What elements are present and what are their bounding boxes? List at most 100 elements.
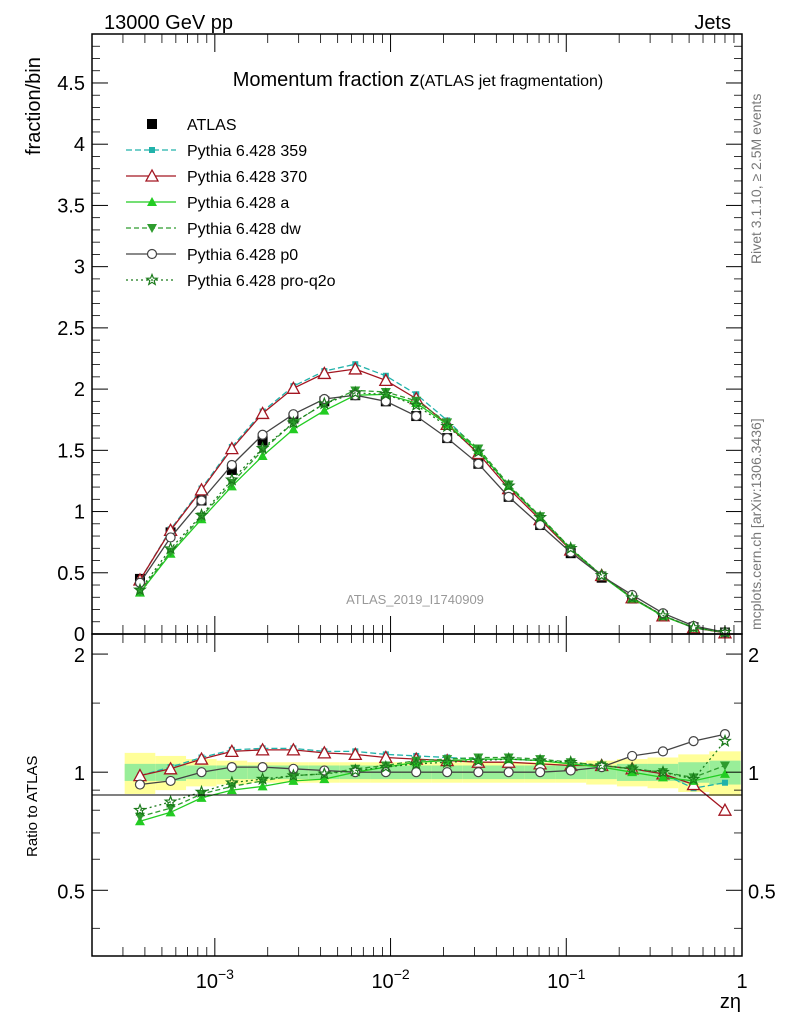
ratio-point-pp0-17 — [657, 746, 669, 757]
legend-item-p370: Pythia 6.428 370 — [126, 168, 307, 186]
x-tick-label-0: 10−3 — [196, 966, 234, 993]
legend-label-pq2o: Pythia 6.428 pro-q2o — [187, 273, 336, 290]
ratio-point-pq2o-11 — [471, 753, 486, 767]
point-pa-4 — [257, 451, 268, 461]
point-pdw-10 — [442, 418, 453, 428]
main-series-group — [132, 361, 733, 639]
analysis-id: ATLAS_2019_I1740909 — [346, 592, 484, 607]
x-tick-label-1: 10−2 — [371, 966, 409, 993]
legend-item-p359: Pythia 6.428 359 — [126, 143, 307, 160]
ratio-point-pq2o-0 — [133, 802, 147, 816]
x-axis-label: zη — [720, 991, 741, 1013]
category-label: Jets — [694, 12, 731, 34]
point-pp0-12 — [503, 491, 514, 502]
point-pa-6 — [319, 405, 330, 415]
legend-marker-pdw — [147, 224, 157, 233]
axis-ticks-group: 0 0.5 1 1.5 2 2.5 3 3.5 4 4.5 0.5 0.5 1 1 2 2 10−3 10−2 10… — [57, 33, 776, 993]
point-pa-5 — [288, 424, 299, 434]
legend-marker-p370 — [144, 168, 160, 182]
ratio-point-pp0-16 — [627, 750, 638, 762]
ratio-point-pp0-9 — [411, 767, 422, 778]
point-pq2o-9 — [409, 397, 424, 412]
point-pq2o-14 — [563, 541, 578, 555]
ratio-point-pp0-3 — [226, 762, 237, 773]
ratio-y-axis-label: Ratio to ATLAS — [24, 756, 41, 857]
ratio-point-pq2o-19 — [718, 733, 732, 748]
ratio-point-pq2o-9 — [409, 756, 424, 770]
point-pp0-10 — [442, 432, 453, 444]
point-pq2o-4 — [255, 441, 270, 455]
ratio-series-group — [132, 729, 733, 826]
point-pp0-11 — [473, 458, 484, 469]
series-line-pq2o — [139, 392, 726, 633]
point-p370-6 — [317, 366, 332, 380]
y-tick-label-0: 0 — [74, 624, 85, 646]
legend: ATLAS Pythia 6.428 359 Pythia 6.428 370 Pyt… — [126, 117, 336, 290]
ratio-point-pq2o-3 — [224, 775, 239, 789]
point-pq2o-1 — [163, 541, 178, 555]
point-pp0-3 — [226, 459, 237, 471]
point-pp0-9 — [411, 410, 422, 422]
point-p370-8 — [378, 373, 393, 387]
point-pq2o-15 — [594, 568, 609, 582]
ratio-point-p359-19 — [721, 779, 728, 786]
ratio-point-pp0-13 — [535, 767, 546, 778]
y-tick-label-9: 4.5 — [57, 73, 85, 95]
ratio-band-inner-18 — [678, 762, 710, 783]
ratio-point-pp0-6 — [319, 765, 330, 776]
point-pq2o-2 — [194, 507, 209, 522]
legend-label-pp0: Pythia 6.428 p0 — [187, 247, 298, 264]
ratio-point-pp0-4 — [257, 762, 268, 773]
legend-marker-atlas — [147, 119, 157, 129]
ratio-point-pp0-1 — [165, 775, 176, 787]
point-p370-3 — [224, 441, 239, 455]
ratio-point-pdw-0 — [134, 812, 145, 822]
ratio-point-p370-5 — [286, 742, 301, 756]
legend-label-atlas: ATLAS — [187, 117, 237, 134]
ratio-point-pq2o-6 — [317, 766, 332, 780]
ratio-line-pa — [139, 758, 726, 822]
legend-item-pp0: Pythia 6.428 p0 — [126, 247, 298, 264]
ratio-point-pdw-9 — [411, 756, 422, 766]
legend-marker-pa — [147, 197, 157, 206]
point-p370-2 — [194, 482, 209, 496]
ratio-tick-label-left-0: 0.5 — [57, 881, 85, 903]
point-pq2o-17 — [656, 608, 670, 622]
y-tick-label-6: 3 — [74, 257, 85, 279]
point-pp0-0 — [134, 577, 146, 588]
point-pq2o-8 — [378, 387, 393, 401]
x-tick-label-2: 10−1 — [547, 966, 585, 993]
ratio-uncertainty-bands — [124, 751, 741, 796]
legend-item-pq2o: Pythia 6.428 pro-q2o — [126, 272, 336, 290]
ratio-point-p370-2 — [194, 751, 209, 765]
plot-title-main: Momentum fraction z — [233, 69, 420, 91]
point-pq2o-7 — [348, 385, 363, 399]
point-pdw-8 — [380, 388, 391, 398]
ratio-tick-label-right-1: 1 — [748, 763, 759, 785]
point-pq2o-10 — [440, 419, 455, 433]
point-p370-7 — [348, 361, 363, 375]
ratio-point-pp0-11 — [473, 767, 484, 778]
ratio-point-pdw-18 — [688, 773, 699, 783]
ratio-line-pq2o — [139, 740, 726, 811]
legend-marker-pp0 — [146, 248, 158, 260]
ratio-point-pp0-10 — [442, 767, 453, 778]
y-tick-label-1: 0.5 — [57, 563, 85, 585]
plot-title: Momentum fraction z(ATLAS jet fragmentat… — [233, 69, 604, 91]
point-pq2o-5 — [286, 415, 301, 429]
ratio-point-pdw-11 — [473, 753, 484, 763]
ratio-point-pdw-13 — [535, 755, 546, 765]
x-tick-label-3: 1 — [736, 971, 747, 993]
ratio-point-pdw-12 — [503, 753, 514, 763]
ratio-tick-label-right-2: 2 — [748, 645, 759, 667]
point-pq2o-18 — [686, 620, 701, 634]
energy-label: 13000 GeV pp — [104, 12, 233, 34]
ratio-line-pp0 — [139, 733, 726, 786]
legend-label-p370: Pythia 6.428 370 — [187, 169, 307, 186]
ratio-tick-label-left-1: 1 — [74, 763, 85, 785]
ratio-point-pdw-8 — [380, 761, 391, 771]
legend-marker-p359 — [149, 147, 155, 153]
mcplots-side-label: mcplots.cern.ch [arXiv:1306.3436] — [748, 418, 764, 630]
point-atlas-4 — [257, 435, 268, 446]
